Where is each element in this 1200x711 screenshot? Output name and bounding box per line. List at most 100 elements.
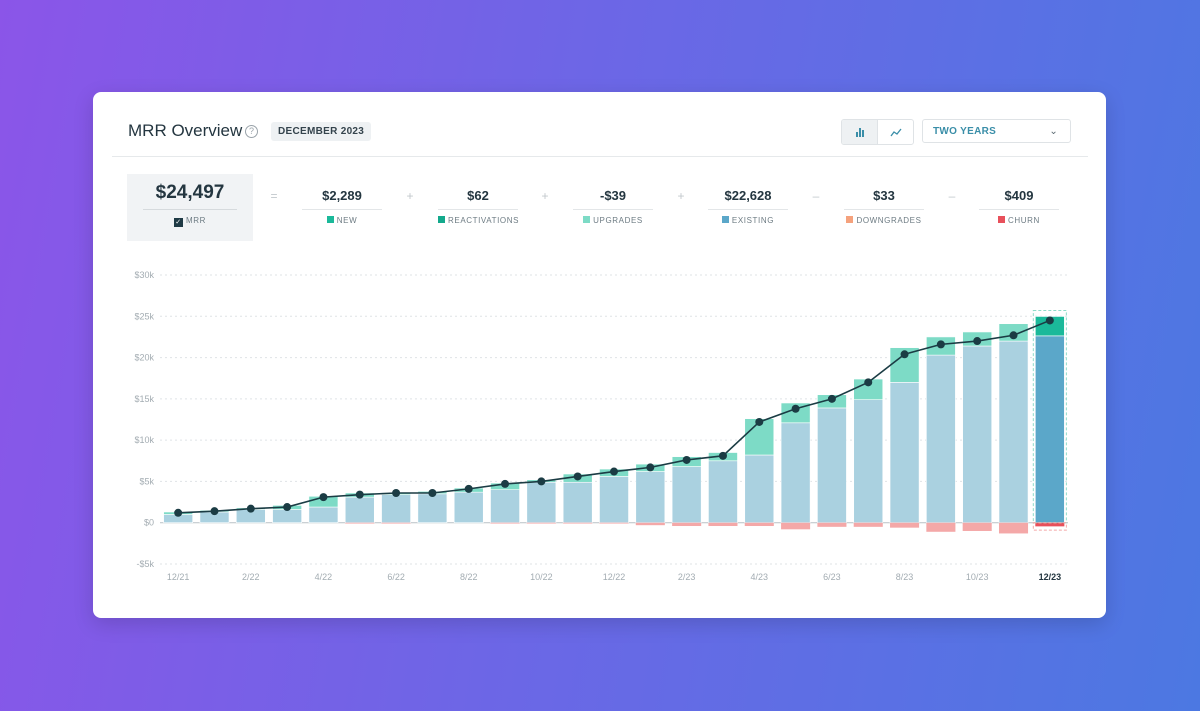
bar-new[interactable] xyxy=(635,463,666,472)
bar-existing[interactable] xyxy=(199,511,230,524)
bar-new[interactable] xyxy=(780,402,811,424)
mrr-point[interactable] xyxy=(900,350,909,359)
bar-existing[interactable] xyxy=(417,493,448,524)
bar-churn[interactable] xyxy=(345,522,375,524)
bar-new[interactable] xyxy=(708,452,738,462)
metric-reactivations[interactable]: $62 REACTIVATIONS xyxy=(438,188,518,225)
bar-new[interactable] xyxy=(344,492,375,498)
bar-new[interactable] xyxy=(853,378,884,400)
bar-new[interactable] xyxy=(962,331,993,347)
bar-churn[interactable] xyxy=(890,522,920,528)
bar-chart-icon[interactable] xyxy=(842,120,878,144)
bar-existing[interactable] xyxy=(308,506,339,524)
bar-existing[interactable] xyxy=(708,460,738,524)
mrr-point[interactable] xyxy=(682,455,691,464)
bar-churn[interactable] xyxy=(962,522,992,531)
mrr-point[interactable] xyxy=(718,451,727,460)
bar-existing[interactable] xyxy=(671,466,702,524)
bar-new[interactable] xyxy=(199,510,230,513)
bar-churn[interactable] xyxy=(490,522,520,524)
bar-existing[interactable] xyxy=(889,382,920,524)
question-circle-icon[interactable]: ? xyxy=(245,125,258,138)
bar-churn[interactable] xyxy=(599,522,629,524)
bar-new[interactable] xyxy=(817,394,847,409)
bar-churn[interactable] xyxy=(635,522,665,526)
bar-new[interactable] xyxy=(599,468,629,477)
bar-churn[interactable] xyxy=(926,522,956,532)
metric-new[interactable]: $2,289 NEW xyxy=(302,188,382,225)
bar-new[interactable] xyxy=(526,479,557,483)
mrr-point[interactable] xyxy=(973,337,982,346)
bar-existing[interactable] xyxy=(853,399,884,524)
bar-new[interactable] xyxy=(272,505,302,510)
checkbox-icon[interactable]: ✓ xyxy=(173,218,183,227)
mrr-point[interactable] xyxy=(936,340,945,349)
mrr-total[interactable]: $24,497 ✓ MRR xyxy=(127,174,253,241)
metric-downgrades[interactable]: $33 DOWNGRADES xyxy=(844,188,924,225)
mrr-point[interactable] xyxy=(355,490,364,499)
mrr-point[interactable] xyxy=(1009,331,1018,340)
bar-new[interactable] xyxy=(744,418,775,456)
mrr-point[interactable] xyxy=(864,378,873,387)
bar-existing[interactable] xyxy=(744,454,775,524)
bar-new[interactable] xyxy=(417,491,448,495)
bar-new[interactable] xyxy=(490,482,520,490)
bar-churn[interactable] xyxy=(563,522,593,524)
bar-churn[interactable] xyxy=(526,522,556,524)
mrr-point[interactable] xyxy=(827,394,836,403)
bar-churn[interactable] xyxy=(998,522,1029,534)
metric-churn[interactable]: $409 CHURN xyxy=(979,188,1059,225)
bar-existing[interactable] xyxy=(562,481,593,524)
bar-new[interactable] xyxy=(926,336,956,356)
mrr-point[interactable] xyxy=(174,508,183,517)
bar-existing[interactable] xyxy=(526,481,557,524)
bar-churn[interactable] xyxy=(381,522,411,524)
range-dropdown[interactable]: TWO YEARS ⌄ xyxy=(922,119,1071,143)
bar-churn[interactable] xyxy=(708,522,738,527)
bar-existing[interactable] xyxy=(1035,335,1065,524)
bar-existing[interactable] xyxy=(235,509,266,524)
mrr-point[interactable] xyxy=(646,463,655,472)
bar-churn[interactable] xyxy=(817,522,847,527)
mrr-point[interactable] xyxy=(573,472,582,481)
bar-new[interactable] xyxy=(671,456,702,467)
bar-existing[interactable] xyxy=(599,476,629,524)
mrr-point[interactable] xyxy=(755,417,764,426)
mrr-point[interactable] xyxy=(610,467,618,476)
mrr-point[interactable] xyxy=(319,493,328,502)
mrr-point[interactable] xyxy=(1045,316,1054,325)
bar-existing[interactable] xyxy=(272,509,302,524)
mrr-point[interactable] xyxy=(791,404,800,413)
bar-new[interactable] xyxy=(889,347,920,383)
mrr-point[interactable] xyxy=(428,488,437,497)
bar-new[interactable] xyxy=(453,487,484,493)
mrr-point[interactable] xyxy=(464,484,473,493)
bar-churn[interactable] xyxy=(1035,522,1065,527)
bar-existing[interactable] xyxy=(453,491,484,524)
bar-existing[interactable] xyxy=(381,494,411,524)
mrr-point[interactable] xyxy=(392,488,401,497)
bar-existing[interactable] xyxy=(817,407,847,524)
bar-new[interactable] xyxy=(1035,316,1065,337)
bar-existing[interactable] xyxy=(998,340,1029,524)
mrr-point[interactable] xyxy=(537,477,546,486)
mrr-point[interactable] xyxy=(246,504,255,513)
mrr-point[interactable] xyxy=(210,507,219,516)
bar-new[interactable] xyxy=(163,511,193,515)
bar-new[interactable] xyxy=(562,473,593,483)
bar-new[interactable] xyxy=(998,323,1029,342)
bar-new[interactable] xyxy=(381,492,411,495)
bar-existing[interactable] xyxy=(962,345,993,524)
bar-churn[interactable] xyxy=(781,522,811,530)
metric-existing[interactable]: $22,628 EXISTING xyxy=(708,188,788,225)
bar-new[interactable] xyxy=(235,507,266,510)
bar-existing[interactable] xyxy=(163,514,193,524)
metric-upgrades[interactable]: -$39 UPGRADES xyxy=(573,188,653,225)
mrr-point[interactable] xyxy=(283,503,292,512)
bar-existing[interactable] xyxy=(344,496,375,524)
bar-existing[interactable] xyxy=(926,354,956,524)
bar-churn[interactable] xyxy=(672,522,702,527)
bar-existing[interactable] xyxy=(635,471,666,524)
mrr-point[interactable] xyxy=(501,479,510,488)
bar-churn[interactable] xyxy=(744,522,774,527)
